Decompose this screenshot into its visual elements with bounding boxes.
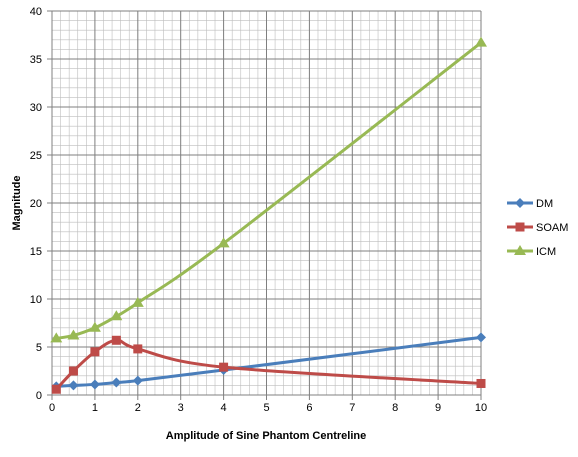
legend-marker-icm (514, 245, 526, 255)
legend-item-dm: DM (507, 198, 553, 210)
soam-point (90, 347, 100, 357)
icm-point (50, 332, 63, 343)
dm-point (132, 375, 143, 386)
x-axis-title: Amplitude of Sine Phantom Centreline (166, 430, 366, 442)
legend-marker-dm (515, 198, 525, 208)
legend-item-soam: SOAM (507, 222, 568, 234)
x-tick-label: 5 (263, 402, 269, 414)
dm-point (111, 377, 122, 388)
soam-point (133, 344, 143, 354)
y-tick-label: 15 (30, 246, 42, 258)
icm-point (88, 321, 101, 332)
icm-point (67, 329, 80, 340)
tick-labels: 0 1 2 3 4 5 6 7 8 9 10 0 5 10 15 20 25 30 35 40 (30, 6, 487, 414)
y-tick-label: 30 (30, 102, 42, 114)
y-tick-label: 20 (30, 198, 42, 210)
x-tick-label: 6 (306, 402, 312, 414)
dm-point (68, 380, 79, 391)
axes (47, 10, 482, 400)
x-tick-label: 4 (221, 402, 227, 414)
soam-point (219, 362, 229, 372)
soam-point (68, 366, 78, 376)
legend-item-icm: ICM (507, 245, 556, 258)
legend: DM SOAM ICM (507, 198, 568, 258)
y-tick-label: 10 (30, 294, 42, 306)
legend-label-icm: ICM (536, 246, 556, 258)
y-tick-label: 40 (30, 6, 42, 18)
x-tick-label: 8 (392, 402, 398, 414)
dm-point (89, 379, 100, 390)
x-tick-label: 9 (435, 402, 441, 414)
icm-line (56, 41, 482, 340)
icm-point (475, 36, 487, 47)
x-tick-label: 2 (135, 402, 141, 414)
icm-point (217, 237, 230, 248)
icm-point (131, 296, 144, 307)
y-axis-title: Magnitude (11, 176, 23, 231)
y-tick-label: 25 (30, 150, 42, 162)
soam-point (51, 384, 61, 394)
legend-label-dm: DM (536, 198, 553, 210)
series-icm (50, 36, 487, 343)
x-tick-label: 7 (349, 402, 355, 414)
x-tick-label: 0 (49, 402, 55, 414)
series-soam (51, 335, 486, 394)
y-tick-label: 5 (36, 342, 42, 354)
x-tick-label: 3 (178, 402, 184, 414)
x-tick-label: 10 (475, 402, 487, 414)
soam-point (476, 378, 486, 388)
dm-point (476, 332, 486, 343)
y-tick-label: 0 (36, 390, 42, 402)
x-tick-label: 1 (92, 402, 98, 414)
soam-point (111, 335, 121, 345)
series-lines (50, 36, 487, 394)
legend-marker-soam (515, 222, 525, 232)
legend-label-soam: SOAM (536, 222, 568, 234)
y-tick-label: 35 (30, 54, 42, 66)
icm-point (110, 310, 123, 321)
